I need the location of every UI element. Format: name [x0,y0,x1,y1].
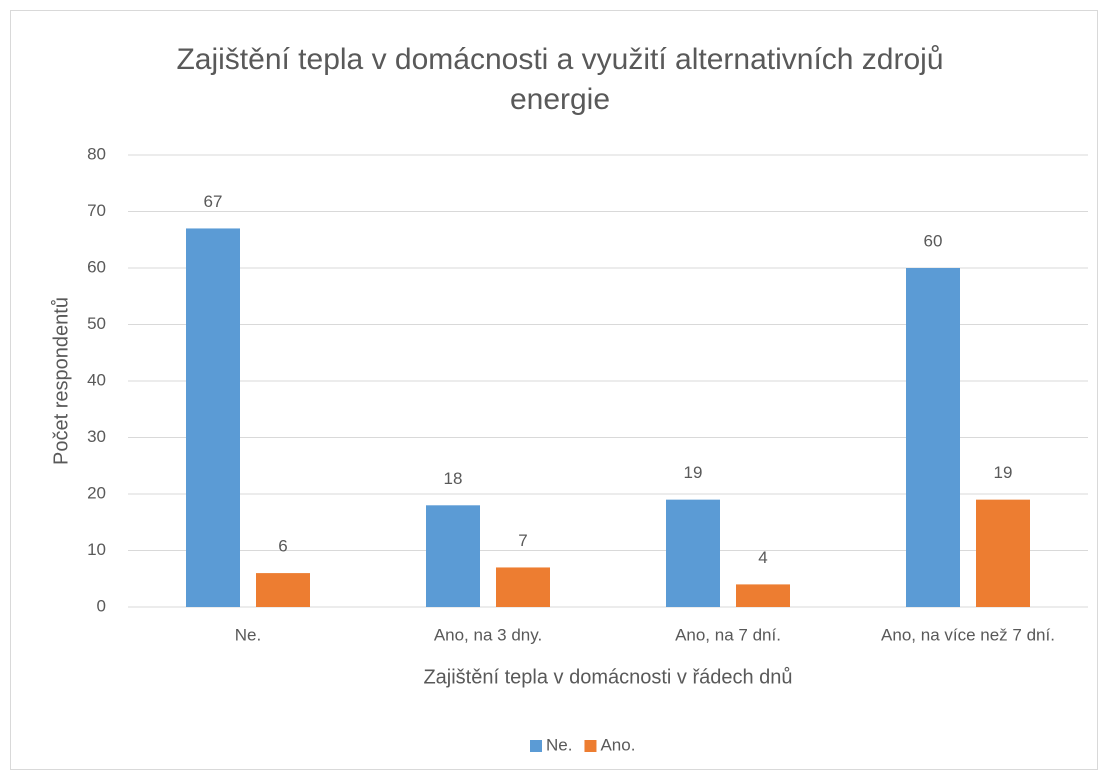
data-label: 60 [924,231,943,250]
y-tick-label: 40 [87,370,106,389]
x-tick-label: Ano, na 3 dny. [434,625,542,644]
bar [256,573,310,607]
bar [976,499,1030,607]
y-tick-label: 60 [87,257,106,276]
x-tick-label: Ano, na 7 dní. [675,625,781,644]
data-label: 7 [518,531,527,550]
data-label: 4 [758,548,767,567]
data-label: 6 [278,537,287,556]
y-tick-label: 70 [87,201,106,220]
x-tick-label: Ne. [235,625,261,644]
y-tick-label: 10 [87,540,106,559]
data-label: 18 [444,469,463,488]
bar [906,268,960,607]
y-tick-label: 0 [97,596,106,615]
y-tick-label: 80 [87,144,106,163]
x-tick-label: Ano, na více než 7 dní. [881,625,1055,644]
bar [496,567,550,607]
bar [666,499,720,607]
y-tick-label: 30 [87,427,106,446]
legend-label: Ne. [546,735,572,754]
legend-swatch [584,740,597,752]
y-tick-label: 50 [87,314,106,333]
data-label: 19 [684,463,703,482]
data-label: 19 [994,463,1013,482]
legend-swatch [530,740,542,752]
chart-title: Zajištění tepla v domácnosti a využití a… [176,43,944,116]
bar [736,584,790,607]
y-axis-label: Počet respondentů [50,297,72,465]
bar [186,228,240,607]
bar [426,505,480,607]
x-axis-label: Zajištění tepla v domácnosti v řádech dn… [423,666,792,688]
y-tick-label: 20 [87,483,106,502]
data-label: 67 [204,192,223,211]
legend-label: Ano. [600,735,635,754]
